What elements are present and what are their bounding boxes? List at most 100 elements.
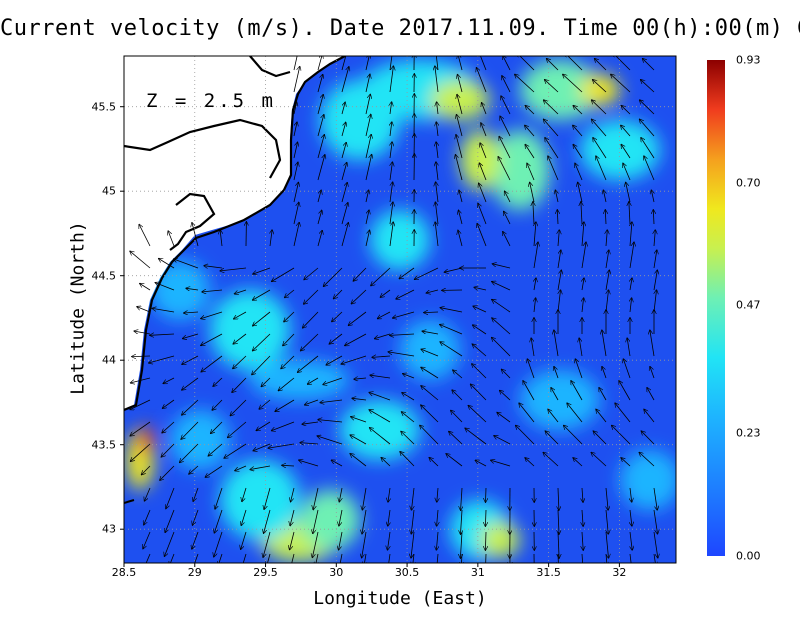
colorbar-tick-label: 0.00 <box>736 549 761 563</box>
current-arrow <box>411 531 415 558</box>
current-arrow <box>581 242 586 269</box>
current-arrow <box>595 59 607 71</box>
current-arrow <box>482 103 487 115</box>
current-arrow <box>544 119 559 137</box>
current-arrow <box>471 384 487 401</box>
current-arrow <box>181 421 199 439</box>
current-arrow <box>390 334 415 335</box>
current-arrow <box>554 367 559 379</box>
current-arrow <box>621 125 631 137</box>
current-arrow <box>475 460 487 467</box>
current-arrow <box>458 75 463 93</box>
depth-label: Z = 2.5 m <box>146 90 276 112</box>
current-arrow <box>436 162 438 181</box>
current-arrow <box>413 553 414 563</box>
current-arrow <box>644 410 655 423</box>
current-arrow <box>544 100 559 115</box>
current-arrow <box>180 443 199 462</box>
current-arrow <box>256 421 271 431</box>
current-arrow <box>548 410 559 423</box>
current-arrow <box>378 311 391 319</box>
current-arrow <box>142 465 151 475</box>
current-arrow <box>502 369 511 379</box>
current-arrow <box>605 270 609 291</box>
current-arrow <box>436 531 438 550</box>
current-arrow <box>621 458 631 467</box>
current-arrow <box>341 67 349 93</box>
current-arrow <box>453 370 463 379</box>
current-arrow <box>440 342 463 357</box>
current-arrow <box>381 458 391 467</box>
current-arrow <box>436 553 439 563</box>
current-arrow <box>440 308 463 313</box>
current-arrow <box>401 432 415 445</box>
current-arrow <box>497 413 511 423</box>
current-arrow <box>557 290 561 313</box>
current-arrow <box>437 509 438 526</box>
current-arrow <box>545 138 559 159</box>
current-arrow <box>312 531 319 557</box>
current-arrow <box>352 398 367 400</box>
current-arrow <box>365 230 370 247</box>
current-arrow <box>235 465 247 471</box>
current-arrow <box>445 267 463 272</box>
current-arrow <box>329 333 343 344</box>
current-arrow <box>218 553 223 563</box>
current-arrow <box>611 74 631 93</box>
current-arrow <box>641 80 655 93</box>
current-arrow <box>629 242 634 269</box>
current-arrow <box>208 443 223 456</box>
current-arrow <box>341 102 345 115</box>
current-arrow <box>275 399 295 411</box>
current-arrow <box>299 460 319 467</box>
current-arrow <box>437 487 438 502</box>
current-arrow <box>421 349 439 357</box>
current-arrow <box>493 264 511 269</box>
current-arrow <box>253 333 271 351</box>
current-arrow <box>161 443 175 457</box>
current-arrow <box>630 509 632 526</box>
current-arrow <box>436 182 438 203</box>
current-arrow <box>362 487 367 510</box>
current-arrow <box>182 355 199 364</box>
current-arrow <box>596 410 607 423</box>
current-arrow <box>640 100 655 115</box>
current-arrow <box>531 338 535 357</box>
current-arrow <box>389 222 393 247</box>
current-arrow <box>421 367 439 379</box>
current-arrow <box>174 259 199 269</box>
current-arrow <box>651 190 654 203</box>
y-axis-label: Latitude (North) <box>67 221 89 395</box>
current-arrow <box>534 278 536 291</box>
current-arrow <box>235 289 247 294</box>
current-arrow <box>581 202 582 225</box>
current-arrow <box>267 553 271 563</box>
current-arrow <box>612 426 631 445</box>
current-arrow <box>380 289 391 297</box>
current-arrow <box>402 393 415 401</box>
current-arrow <box>558 230 559 247</box>
current-arrow <box>388 352 415 357</box>
current-arrow <box>193 487 199 501</box>
current-arrow <box>619 381 631 401</box>
coastline <box>124 56 346 412</box>
current-arrow <box>653 487 657 510</box>
current-arrow <box>629 553 632 563</box>
current-arrow <box>582 298 584 313</box>
current-arrow <box>194 553 199 563</box>
current-arrow <box>140 284 151 291</box>
colorbar-tick-label: 0.47 <box>736 298 761 312</box>
current-arrow <box>554 330 559 357</box>
current-arrow <box>621 106 631 115</box>
current-arrow <box>557 250 561 269</box>
current-arrow <box>606 487 608 510</box>
current-arrow <box>162 421 175 433</box>
current-arrow <box>500 116 511 137</box>
current-arrow <box>457 95 463 115</box>
current-arrow <box>317 75 323 93</box>
current-arrow <box>630 298 632 313</box>
current-arrow <box>272 267 295 281</box>
current-arrow <box>606 553 607 563</box>
current-arrow <box>305 399 319 405</box>
